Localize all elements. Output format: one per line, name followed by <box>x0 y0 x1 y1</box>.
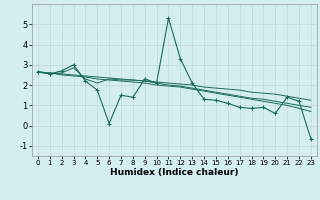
X-axis label: Humidex (Indice chaleur): Humidex (Indice chaleur) <box>110 168 239 177</box>
